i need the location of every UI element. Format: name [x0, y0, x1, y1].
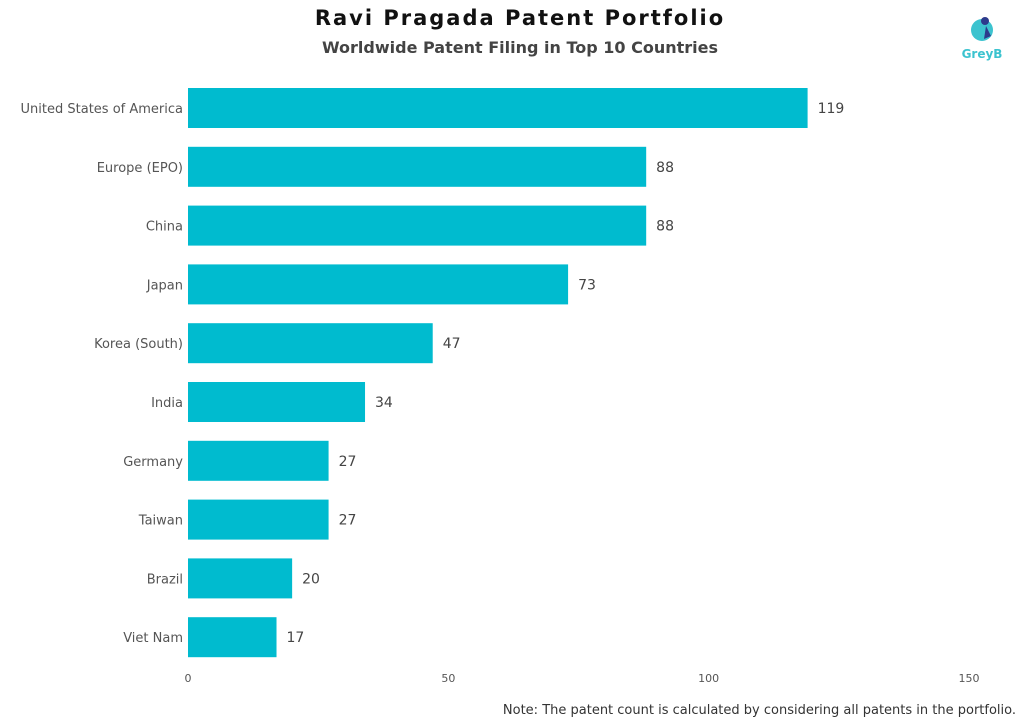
x-tick-label: 0 [185, 672, 192, 685]
x-tick-label: 150 [959, 672, 980, 685]
data-label: 119 [818, 101, 845, 117]
category-label: India [151, 396, 183, 411]
data-label: 88 [656, 219, 674, 235]
data-label: 47 [443, 336, 461, 352]
data-label: 27 [339, 513, 357, 529]
category-label: United States of America [21, 102, 183, 117]
footnote: Note: The patent count is calculated by … [503, 703, 1016, 718]
data-label: 27 [339, 454, 357, 470]
data-label: 20 [302, 571, 320, 587]
bar [188, 558, 292, 598]
category-label: Germany [123, 455, 183, 470]
bar [188, 500, 329, 540]
bar [188, 323, 433, 363]
data-label: 17 [287, 630, 305, 646]
data-label: 34 [375, 395, 393, 411]
category-label: Brazil [147, 572, 183, 587]
data-label: 73 [578, 277, 596, 293]
bar [188, 617, 277, 657]
category-label: Taiwan [138, 514, 183, 529]
data-label: 88 [656, 160, 674, 176]
bar [188, 441, 329, 481]
x-tick-label: 100 [698, 672, 719, 685]
bar [188, 147, 646, 187]
x-tick-label: 50 [441, 672, 455, 685]
bar [188, 206, 646, 246]
category-label: Europe (EPO) [97, 161, 183, 176]
category-label: China [146, 220, 183, 235]
category-label: Viet Nam [123, 631, 183, 646]
category-label: Korea (South) [94, 337, 183, 352]
category-label: Japan [146, 278, 183, 293]
bar [188, 382, 365, 422]
bar [188, 264, 568, 304]
bar [188, 88, 808, 128]
